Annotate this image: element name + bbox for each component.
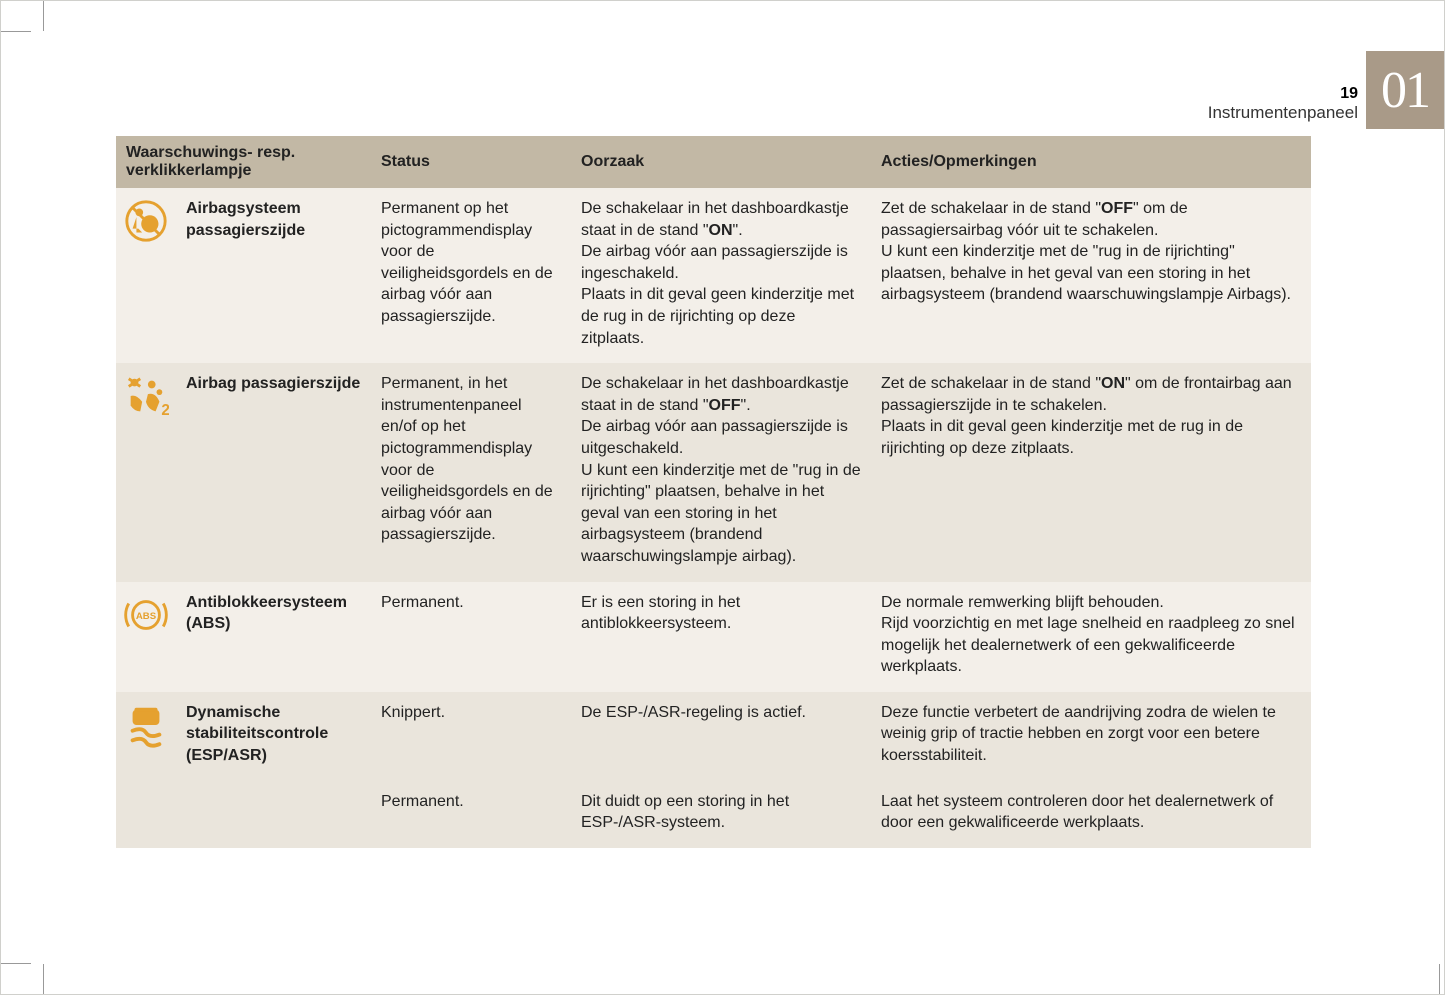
crop-mark xyxy=(43,964,44,994)
icon-cell: 2 xyxy=(116,363,176,581)
action-text: De normale remwerking blijft behouden. R… xyxy=(871,582,1311,692)
col-header-cause: Oorzaak xyxy=(571,136,871,188)
status-text: Permanent, in het instrumentenpaneel en/… xyxy=(371,363,571,581)
lamp-name: Airbagsysteem passagierszijde xyxy=(176,188,371,363)
cause-text: Dit duidt op een storing in het ESP-/ASR… xyxy=(571,781,871,848)
page-header: 19 Instrumentenpaneel 01 xyxy=(1208,51,1444,129)
action-text: Zet de schakelaar in de stand "OFF" om d… xyxy=(871,188,1311,363)
crop-mark xyxy=(1,963,31,964)
airbag-on-icon: 2 xyxy=(123,373,169,419)
esp-icon xyxy=(123,702,169,748)
status-text: Permanent. xyxy=(371,582,571,692)
crop-mark xyxy=(43,1,44,31)
action-text: Deze functie verbetert de aandrijving zo… xyxy=(871,692,1311,781)
content-area: Waarschuwings- resp. verklikkerlampje St… xyxy=(116,136,1311,848)
crop-mark xyxy=(1439,964,1440,994)
cause-text: De schakelaar in het dashboardkastje sta… xyxy=(571,188,871,363)
action-text: Laat het systeem controleren door het de… xyxy=(871,781,1311,848)
page-number: 19 xyxy=(1208,85,1358,103)
status-text: Permanent. xyxy=(371,781,571,848)
status-text: Knippert. xyxy=(371,692,571,781)
cause-text: De schakelaar in het dashboardkastje sta… xyxy=(571,363,871,581)
lamp-name: Dynamische stabiliteitscontrole (ESP/ASR… xyxy=(176,692,371,848)
lamp-name: Antiblokkeersysteem (ABS) xyxy=(176,582,371,692)
col-header-action: Acties/Opmerkingen xyxy=(871,136,1311,188)
icon-cell xyxy=(116,692,176,848)
table-row: ABS Antiblokkeersysteem (ABS) Permanent.… xyxy=(116,582,1311,692)
icon-cell: ABS xyxy=(116,582,176,692)
icon-cell xyxy=(116,188,176,363)
action-text: Zet de schakelaar in de stand "ON" om de… xyxy=(871,363,1311,581)
airbag-off-icon xyxy=(123,198,169,244)
col-header-status: Status xyxy=(371,136,571,188)
chapter-badge: 01 xyxy=(1366,51,1444,129)
lamp-name: Airbag passagierszijde xyxy=(176,363,371,581)
cause-text: Er is een storing in het antiblokkeersys… xyxy=(571,582,871,692)
crop-mark xyxy=(1,31,31,32)
section-title: Instrumentenpaneel xyxy=(1208,103,1358,123)
warning-lights-table: Waarschuwings- resp. verklikkerlampje St… xyxy=(116,136,1311,848)
svg-text:ABS: ABS xyxy=(136,610,157,621)
svg-text:2: 2 xyxy=(161,402,169,419)
cause-text: De ESP-/ASR-regeling is actief. xyxy=(571,692,871,781)
table-row: Dynamische stabiliteitscontrole (ESP/ASR… xyxy=(116,692,1311,781)
table-row: Airbagsysteem passagierszijde Permanent … xyxy=(116,188,1311,363)
status-text: Permanent op het pictogrammendisplay voo… xyxy=(371,188,571,363)
abs-icon: ABS xyxy=(123,592,169,638)
page: 19 Instrumentenpaneel 01 Waarschuwings- … xyxy=(0,0,1445,995)
col-header-lamp: Waarschuwings- resp. verklikkerlampje xyxy=(116,136,371,188)
table-row: 2 Airbag passagierszijde Permanent, in h… xyxy=(116,363,1311,581)
